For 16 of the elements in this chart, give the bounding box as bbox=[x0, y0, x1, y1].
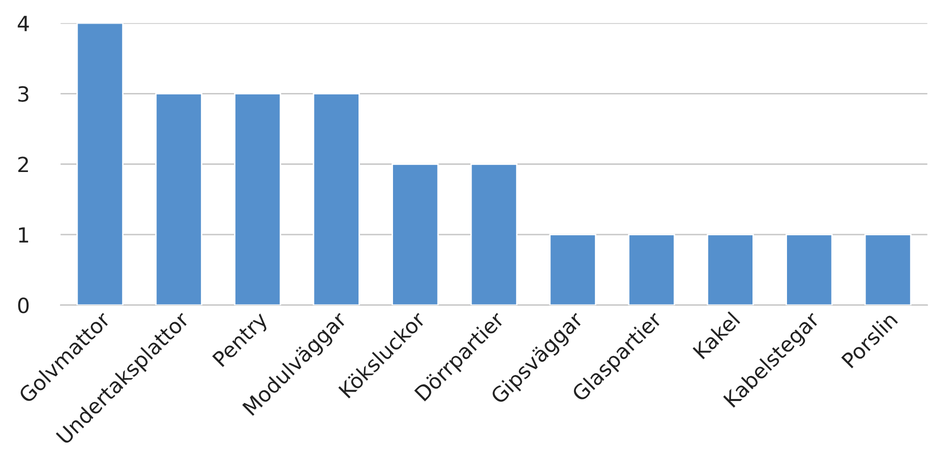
bar bbox=[706, 234, 754, 306]
bar bbox=[786, 234, 833, 306]
bar bbox=[392, 163, 439, 306]
bar bbox=[234, 92, 282, 306]
bar bbox=[312, 92, 360, 306]
y-tick-label: 2 bbox=[18, 156, 28, 172]
y-tick-label: 1 bbox=[19, 227, 28, 243]
y-tick-label: 0 bbox=[18, 298, 29, 314]
y-tick-label: 4 bbox=[18, 16, 29, 32]
bar bbox=[549, 234, 596, 306]
bar bbox=[470, 163, 518, 306]
bar bbox=[628, 234, 676, 306]
bar bbox=[864, 234, 912, 306]
y-tick-label: 3 bbox=[18, 86, 28, 102]
bar bbox=[76, 23, 124, 306]
bar bbox=[155, 92, 202, 306]
